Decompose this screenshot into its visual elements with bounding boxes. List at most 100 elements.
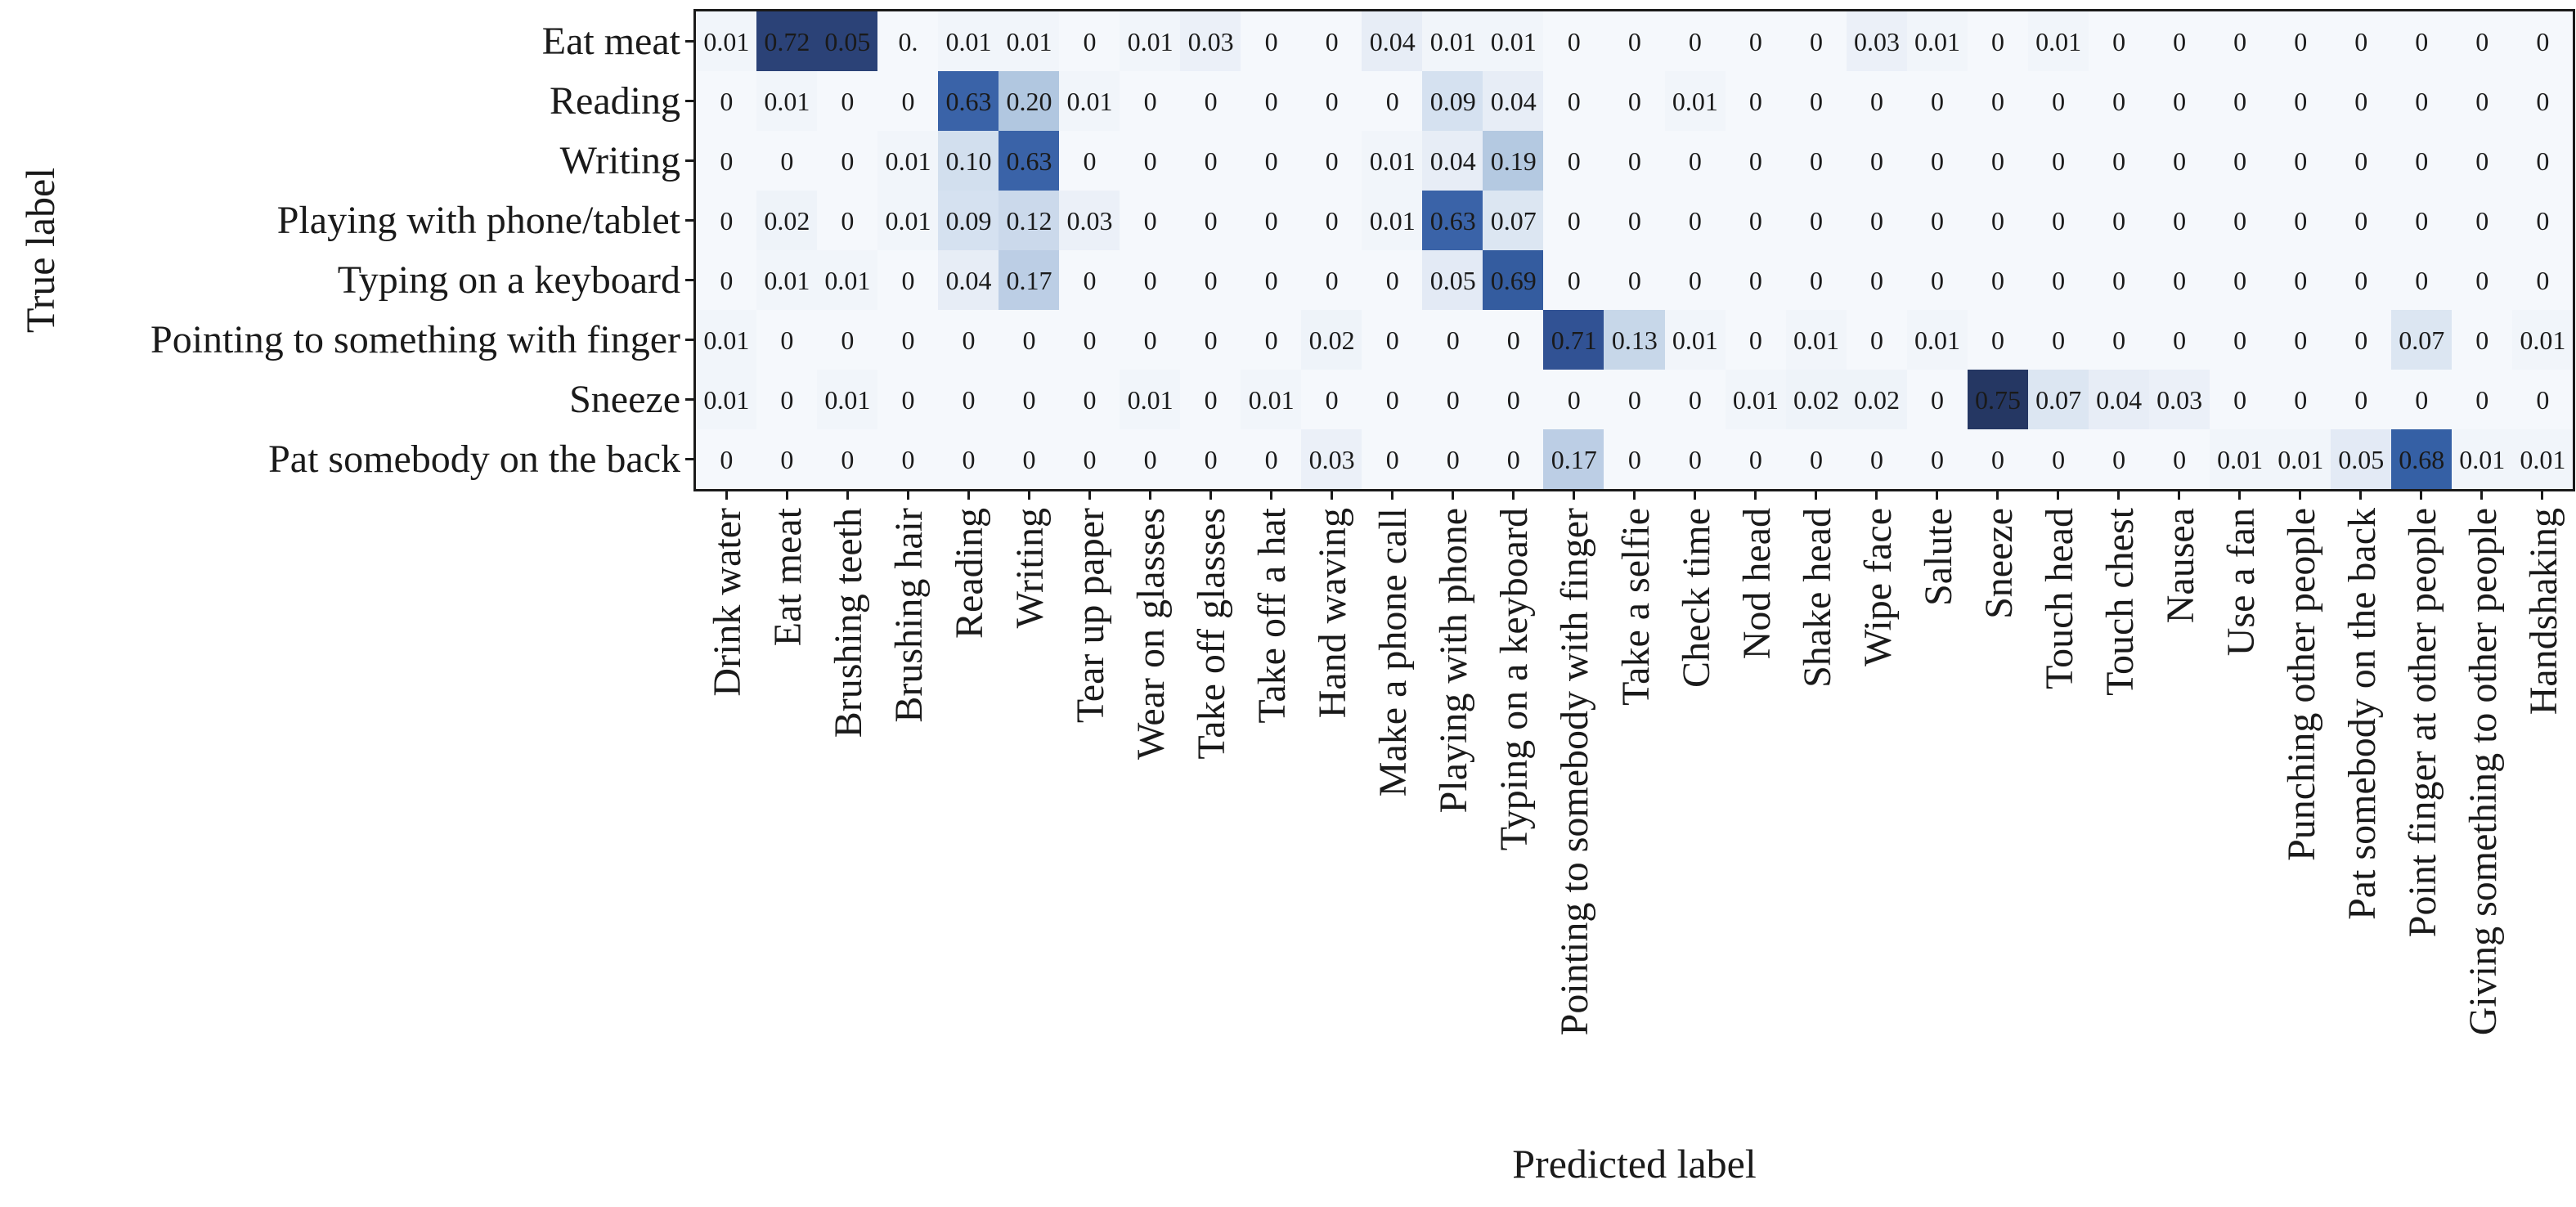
matrix-cell: 0.04: [1483, 71, 1545, 132]
matrix-cell: 0: [2511, 250, 2574, 311]
matrix-cell: 0: [2148, 250, 2210, 311]
x-tick-label: Wipe face: [1856, 508, 1900, 666]
matrix-cell: 0.01: [756, 71, 818, 132]
matrix-cell: 0.12: [999, 191, 1060, 251]
matrix-cell: 0: [696, 429, 757, 490]
matrix-cell: 0: [756, 429, 818, 490]
matrix-cell: 0: [2088, 310, 2150, 370]
matrix-cell: 0: [1362, 429, 1424, 490]
matrix-cell: 0: [2511, 11, 2574, 72]
x-tick-label: Eat meat: [766, 508, 810, 647]
matrix-cell: 0: [1967, 11, 2029, 72]
matrix-cell: 0: [1725, 131, 1787, 191]
matrix-cell: 0: [2511, 71, 2574, 132]
matrix-cell: 0: [1422, 310, 1484, 370]
matrix-cell: 0: [1483, 429, 1545, 490]
matrix-cell: 0.01: [2511, 310, 2574, 370]
matrix-cell: 0: [1725, 250, 1787, 311]
y-tick-mark: [685, 398, 696, 401]
x-tick-label: Nod head: [1735, 508, 1779, 660]
matrix-cell: 0: [2209, 310, 2271, 370]
matrix-cell: 0: [2209, 250, 2271, 311]
matrix-cell: 0: [1483, 370, 1545, 430]
x-tick-mark: [1148, 489, 1151, 500]
x-tick-mark: [1088, 489, 1091, 500]
matrix-cell: 0.07: [2027, 370, 2089, 430]
y-tick-label: Typing on a keyboard: [337, 258, 680, 302]
x-tick-label: Pointing to somebody with finger: [1553, 508, 1597, 1036]
matrix-cell: 0.01: [1120, 11, 1181, 72]
matrix-cell: 0: [1180, 250, 1241, 311]
matrix-cell: 0: [1967, 191, 2029, 251]
matrix-cell: 0: [2088, 71, 2150, 132]
matrix-cell: 0.72: [756, 11, 818, 72]
matrix-cell: 0.01: [1664, 310, 1726, 370]
x-tick-label: Giving something to other people: [2461, 508, 2505, 1036]
matrix-cell: 0: [1846, 191, 1908, 251]
matrix-cell: 0: [1785, 71, 1847, 132]
matrix-cell: 0.03: [2148, 370, 2210, 430]
matrix-cell: 0: [1241, 429, 1302, 490]
x-tick-label: Use a fan: [2219, 508, 2263, 657]
matrix-cell: 0: [1846, 429, 1908, 490]
x-tick-label: Typing on a keyboard: [1492, 508, 1537, 851]
matrix-cell: 0: [1906, 429, 1968, 490]
y-tick-label: Sneeze: [569, 378, 680, 421]
matrix-cell: 0.02: [1785, 370, 1847, 430]
matrix-cell: 0.01: [2511, 429, 2574, 490]
matrix-cell: 0.63: [938, 71, 999, 132]
matrix-cell: 0: [938, 310, 999, 370]
x-tick-label: Make a phone call: [1371, 508, 1416, 797]
x-tick-label: Shake head: [1795, 508, 1839, 688]
matrix-cell: 0.71: [1543, 310, 1605, 370]
matrix-cell: 0: [817, 429, 878, 490]
matrix-cell: 0: [1664, 429, 1726, 490]
x-tick-label: Salute: [1916, 508, 1960, 606]
matrix-cell: 0: [2390, 11, 2453, 72]
matrix-cell: 0.01: [1241, 370, 1302, 430]
matrix-cell: 0: [1785, 429, 1847, 490]
matrix-cell: 0: [2148, 71, 2210, 132]
x-tick-label: Hand waving: [1311, 508, 1355, 719]
matrix-cell: 0: [877, 71, 939, 132]
matrix-cell: 0: [1846, 310, 1908, 370]
matrix-cell: 0: [2027, 131, 2089, 191]
matrix-cell: 0: [817, 131, 878, 191]
matrix-cell: 0: [2330, 191, 2392, 251]
x-tick-label: Handshaking: [2521, 508, 2565, 716]
matrix-cell: 0: [999, 370, 1060, 430]
matrix-cell: 0: [2209, 11, 2271, 72]
matrix-cell: 0: [2148, 131, 2210, 191]
matrix-cell: 0: [2511, 131, 2574, 191]
matrix-cell: 0: [1604, 370, 1666, 430]
y-tick-label: Writing: [559, 139, 680, 182]
matrix-cell: 0: [1241, 250, 1302, 311]
matrix-cell: 0.01: [938, 11, 999, 72]
matrix-cell: 0.01: [696, 310, 757, 370]
matrix-cell: 0: [1967, 131, 2029, 191]
y-tick-mark: [685, 339, 696, 341]
matrix-cell: 0: [1180, 310, 1241, 370]
matrix-cell: 0: [1725, 310, 1787, 370]
matrix-cell: 0.69: [1483, 250, 1545, 311]
matrix-cell: 0.07: [2390, 310, 2453, 370]
matrix-cell: 0.02: [756, 191, 818, 251]
matrix-cell: 0: [1120, 250, 1181, 311]
matrix-cell: 0: [1362, 310, 1424, 370]
x-tick-mark: [2238, 489, 2242, 500]
matrix-cell: 0: [2330, 250, 2392, 311]
matrix-cell: 0: [1301, 250, 1363, 311]
x-tick-mark: [2480, 489, 2484, 500]
matrix-cell: 0: [1543, 191, 1605, 251]
matrix-cell: 0: [2269, 11, 2331, 72]
matrix-cell: 0: [1664, 250, 1726, 311]
matrix-cell: 0.: [877, 11, 939, 72]
matrix-cell: 0: [2148, 191, 2210, 251]
matrix-cell: 0.01: [877, 131, 939, 191]
y-tick-label: Reading: [550, 79, 680, 123]
matrix-cell: 0: [2451, 250, 2513, 311]
matrix-cell: 0: [817, 310, 878, 370]
matrix-cell: 0: [2027, 429, 2089, 490]
x-tick-mark: [2178, 489, 2181, 500]
